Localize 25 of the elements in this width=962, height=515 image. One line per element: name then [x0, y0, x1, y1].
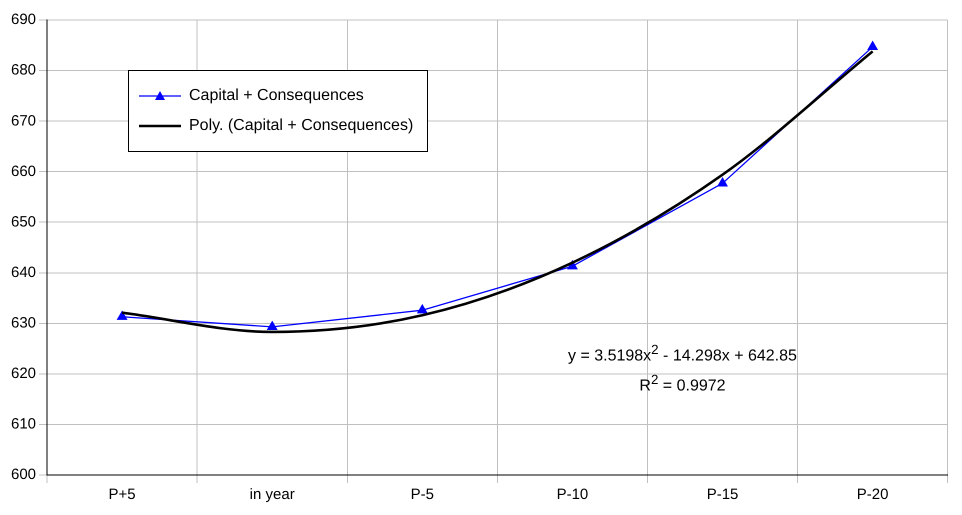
x-tick-label: P-15 — [706, 486, 738, 504]
y-tick-label: 600 — [10, 466, 36, 484]
y-tick-label: 680 — [10, 62, 36, 79]
x-tick-label: P-5 — [410, 486, 434, 504]
point — [267, 321, 278, 330]
legend-label: Poly. (Capital + Consequences) — [189, 117, 414, 135]
y-tick-label: 610 — [10, 416, 36, 433]
point — [868, 41, 878, 50]
y-tick-label: 670 — [10, 112, 36, 130]
point — [417, 304, 428, 314]
y-tick-label: 620 — [10, 365, 36, 382]
legend-label: Capital + Consequences — [189, 87, 364, 105]
x-tick-label: in year — [250, 486, 295, 504]
y-tick-label: 650 — [10, 213, 36, 230]
annotation: R$^{2}$ = 0.9972 — [638, 371, 727, 397]
point — [117, 311, 128, 320]
y-tick-label: 640 — [10, 264, 36, 281]
annotation: y = 3.5198x$^{2}$ - 14.298x + 642.85 — [568, 341, 797, 366]
y-tick-label: 660 — [10, 162, 36, 180]
x-tick-label: P-20 — [856, 486, 888, 504]
x-tick-label: P-10 — [556, 486, 588, 504]
y-tick-label: 690 — [10, 11, 36, 28]
y-tick-label: 630 — [10, 314, 36, 332]
point — [718, 178, 728, 186]
x-tick-label: P+5 — [108, 486, 136, 504]
